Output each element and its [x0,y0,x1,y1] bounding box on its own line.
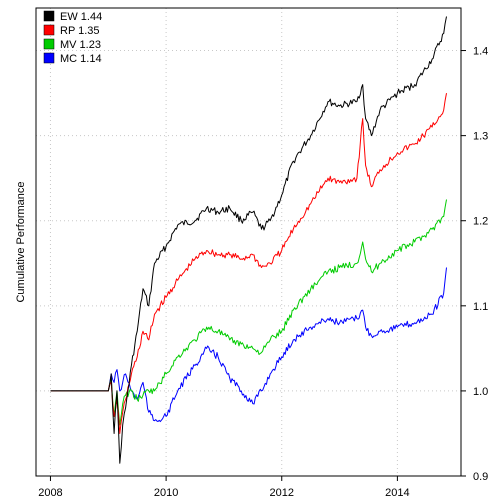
y-tick-label: 1.1 [473,301,488,313]
legend-label-rp: RP 1.35 [60,25,100,37]
series-lines [50,16,447,464]
grid-lines [36,8,461,477]
y-tick-label: 1.4 [473,46,488,58]
y-tick-label: 1.3 [473,131,488,143]
x-tick-label: 2008 [38,487,62,499]
y-axis: 0.9 1.0 1.1 1.2 1.3 1.4 [461,46,488,483]
x-tick-label: 2014 [385,487,409,499]
series-line-ew [50,16,447,464]
y-tick-label: 1.2 [473,216,488,228]
legend-label-mv: MV 1.23 [60,39,101,51]
legend-swatch-mv [43,38,55,50]
y-tick-label: 0.9 [473,471,488,483]
y-tick-label: 1.0 [473,386,488,398]
series-line-mc [50,267,447,423]
legend-label-mc: MC 1.14 [60,53,102,65]
x-axis: 2008 2010 2012 2014 [38,476,410,499]
legend-swatch-mc [43,52,55,64]
legend-swatch-rp [43,24,55,36]
legend-label-ew: EW 1.44 [60,11,102,23]
x-tick-label: 2010 [154,487,178,499]
legend: EW 1.44 RP 1.35 MV 1.23 MC 1.14 [43,10,102,65]
x-tick-label: 2012 [270,487,294,499]
series-line-rp [50,93,447,434]
plot-frame [35,7,462,477]
series-line-mv [50,199,447,426]
y-axis-label: Cumulative Performance [15,181,27,302]
legend-swatch-ew [43,10,55,22]
